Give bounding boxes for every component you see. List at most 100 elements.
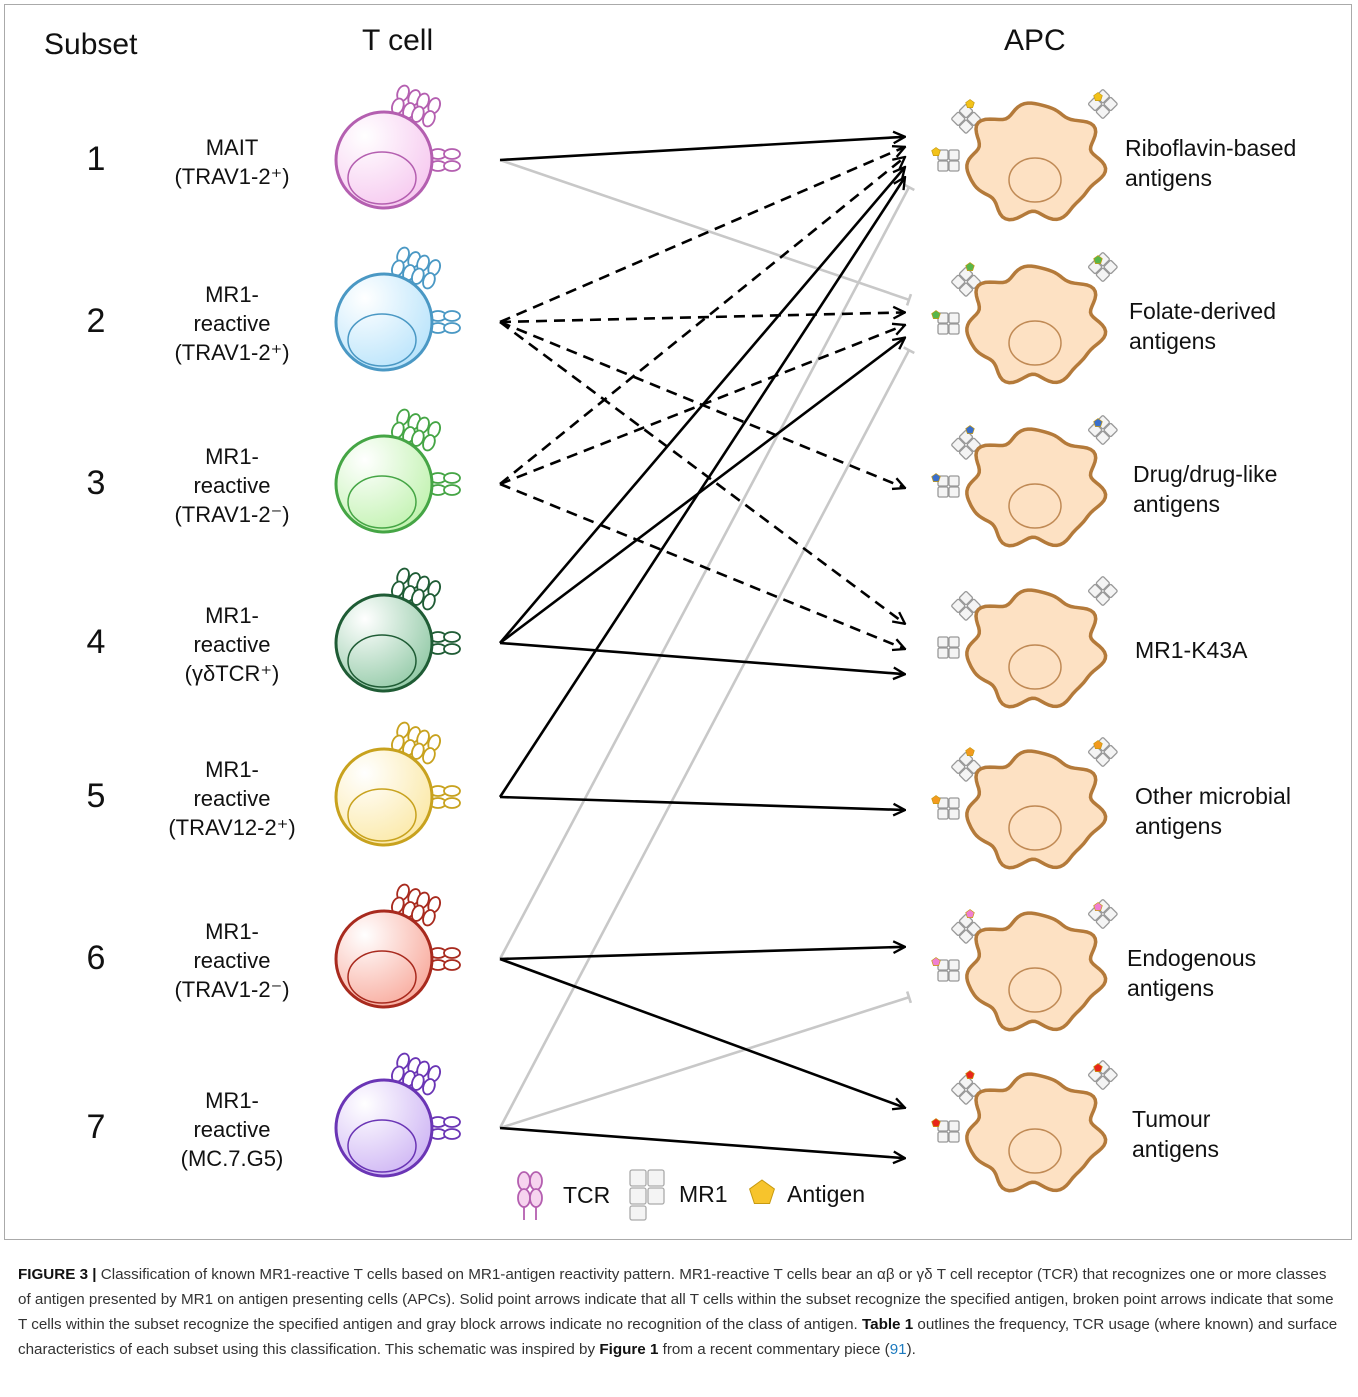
mr1-icon	[1087, 252, 1118, 282]
apc-1	[931, 89, 1118, 222]
tcell-body	[334, 1078, 434, 1178]
dashed-arrow	[499, 157, 905, 486]
antigen-icon	[1093, 418, 1103, 427]
apc-body	[965, 911, 1108, 1032]
antigen-class-label-line: Other microbial	[1135, 783, 1291, 809]
subset-number: 2	[86, 302, 106, 340]
subset-label-line: reactive	[193, 1117, 271, 1142]
legend-tcr-label: TCR	[563, 1182, 611, 1208]
tcell-body	[334, 747, 434, 847]
apc-5	[931, 737, 1118, 870]
subset-number: 7	[86, 1108, 106, 1146]
legend-tcr-icon	[517, 1171, 543, 1220]
antigen-icon	[931, 310, 941, 319]
subset-number: 4	[86, 623, 106, 661]
subset-label: MR1- reactive (γδTCR⁺)	[142, 601, 322, 688]
apc-body	[965, 427, 1108, 548]
subset-label-line: MAIT	[205, 134, 259, 160]
apc-6	[931, 899, 1118, 1032]
subset-number: 5	[86, 777, 106, 815]
t-cell-header: T cell	[362, 24, 434, 57]
subset-label: MR1- reactive (TRAV1-2⁻)	[142, 442, 322, 529]
mr1-icon	[1087, 415, 1118, 445]
caption-text-4: ).	[906, 1341, 916, 1358]
subset-label-line: (TRAV1-2⁻)	[174, 977, 290, 1002]
antigen-class-label-line: Folate-derived	[1129, 298, 1277, 324]
tcr-icon	[410, 416, 442, 452]
block-arrow	[498, 349, 911, 1129]
subset-label-line: (TRAV12-2⁺)	[168, 815, 296, 840]
antigen-icon	[965, 1070, 975, 1079]
block-arrow-bar	[905, 991, 913, 1004]
antigen-class-label-line: Tumour	[1132, 1106, 1211, 1132]
apc-4	[937, 576, 1118, 709]
antigen-class-label: Riboflavin-based antigens	[1125, 133, 1296, 193]
tcell-nucleus	[347, 788, 417, 842]
solid-arrow	[499, 957, 905, 1108]
antigen-class-label-line: Riboflavin-based	[1125, 135, 1297, 161]
caption-table-ref: Table 1	[861, 1316, 914, 1333]
mr1-icon	[937, 149, 960, 172]
tcr-icon	[410, 92, 442, 128]
subset-label-line: reactive	[193, 948, 271, 973]
mr1-icon	[1087, 737, 1118, 767]
caption-text-3: from a recent commentary piece (	[658, 1341, 890, 1358]
subset-label-line: reactive	[193, 311, 271, 336]
legend-antigen-label: Antigen	[787, 1181, 866, 1207]
antigen-class-label: MR1-K43A	[1135, 635, 1247, 665]
apc-nucleus	[1008, 805, 1062, 851]
tcr-icon	[410, 254, 442, 290]
mr1-icon	[937, 959, 960, 982]
antigen-icon	[931, 473, 941, 482]
antigen-icon	[965, 747, 975, 756]
tcell-nucleus	[347, 475, 417, 529]
subset-label-line: reactive	[193, 473, 271, 498]
subset-label-line: MR1-	[205, 603, 259, 628]
caption-figure-ref: Figure 1	[599, 1341, 659, 1358]
solid-arrow	[499, 137, 905, 162]
legend-mr1-label: MR1	[679, 1181, 728, 1207]
antigen-icon	[965, 262, 975, 271]
subset-header: Subset	[44, 28, 138, 61]
antigen-icon	[931, 1118, 941, 1127]
solid-arrow	[499, 641, 905, 674]
solid-arrow	[499, 167, 905, 644]
subset-label-line: reactive	[193, 786, 271, 811]
tcr-icon	[410, 891, 442, 927]
tcell-nucleus	[347, 950, 417, 1004]
subset-label-line: (TRAV1-2⁻)	[174, 502, 290, 527]
mr1-icon	[937, 1120, 960, 1143]
subset-label-line: MR1-	[205, 919, 259, 944]
caption-text-1: Classification of known MR1-reactive T c…	[18, 1266, 1334, 1333]
solid-arrow	[499, 338, 905, 645]
tcr-icon	[410, 729, 442, 765]
tcell-body	[334, 110, 434, 210]
apc-nucleus	[1008, 967, 1062, 1013]
tcr-icon	[390, 408, 422, 444]
antigen-class-label-line: antigens	[1127, 975, 1214, 1001]
antigen-class-label-line: antigens	[1129, 328, 1216, 354]
antigen-icon	[931, 147, 941, 156]
mr1-icon	[937, 636, 960, 659]
tcell-nucleus	[347, 151, 417, 205]
subset-number: 6	[86, 939, 106, 977]
antigen-icon	[965, 425, 975, 434]
block-arrow	[498, 186, 911, 960]
tcell-nucleus	[347, 634, 417, 688]
dashed-arrow	[499, 320, 905, 624]
antigen-icon	[1093, 255, 1103, 264]
block-arrow-bar	[905, 293, 913, 306]
antigen-class-label-line: antigens	[1132, 1136, 1219, 1162]
apc-body	[965, 101, 1108, 222]
dashed-arrow	[499, 482, 905, 649]
subset-label: MR1- reactive (TRAV1-2⁺)	[142, 280, 322, 367]
subset-label-line: MR1-	[205, 757, 259, 782]
caption-text-2: outlines the frequency, TCR usage (where…	[18, 1316, 1338, 1358]
subset-number: 1	[86, 140, 106, 178]
tcell-body	[334, 272, 434, 372]
tcell-6	[334, 883, 461, 1009]
tcell-1	[334, 84, 461, 210]
caption-label: FIGURE 3 |	[18, 1266, 97, 1283]
tcell-7	[334, 1052, 461, 1178]
caption-citation[interactable]: 91	[889, 1341, 907, 1358]
